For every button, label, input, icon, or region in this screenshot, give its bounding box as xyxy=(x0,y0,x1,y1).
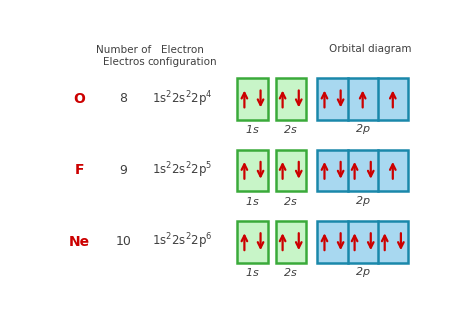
Text: Electron
configuration: Electron configuration xyxy=(147,45,217,67)
Bar xyxy=(318,78,408,120)
Bar xyxy=(237,150,267,191)
Bar xyxy=(275,150,306,191)
Text: 2$s$: 2$s$ xyxy=(283,266,298,278)
Text: 2$s$: 2$s$ xyxy=(283,195,298,207)
Text: 2$p$: 2$p$ xyxy=(355,122,371,136)
Bar xyxy=(237,78,267,120)
Text: 1$s$: 1$s$ xyxy=(245,266,260,278)
Text: 8: 8 xyxy=(119,92,128,105)
Text: F: F xyxy=(75,163,84,177)
Bar xyxy=(318,221,408,263)
Text: 1$s$: 1$s$ xyxy=(245,195,260,207)
Text: O: O xyxy=(73,92,85,106)
Text: 1$s$: 1$s$ xyxy=(245,123,260,135)
Text: 9: 9 xyxy=(119,164,128,177)
Text: 2$s$: 2$s$ xyxy=(283,123,298,135)
Text: 1s$^2$2s$^2$2p$^4$: 1s$^2$2s$^2$2p$^4$ xyxy=(152,89,212,109)
Bar xyxy=(275,221,306,263)
Text: Number of
Electros: Number of Electros xyxy=(96,45,151,67)
Text: 10: 10 xyxy=(116,235,131,248)
Text: Orbital diagram: Orbital diagram xyxy=(329,44,411,54)
Bar xyxy=(275,78,306,120)
Text: 2$p$: 2$p$ xyxy=(355,265,371,279)
Text: 2$p$: 2$p$ xyxy=(355,194,371,208)
Bar xyxy=(237,221,267,263)
Bar xyxy=(318,150,408,191)
Text: Ne: Ne xyxy=(69,235,90,249)
Text: 1s$^2$2s$^2$2p$^5$: 1s$^2$2s$^2$2p$^5$ xyxy=(152,160,212,180)
Text: 1s$^2$2s$^2$2p$^6$: 1s$^2$2s$^2$2p$^6$ xyxy=(152,232,212,252)
